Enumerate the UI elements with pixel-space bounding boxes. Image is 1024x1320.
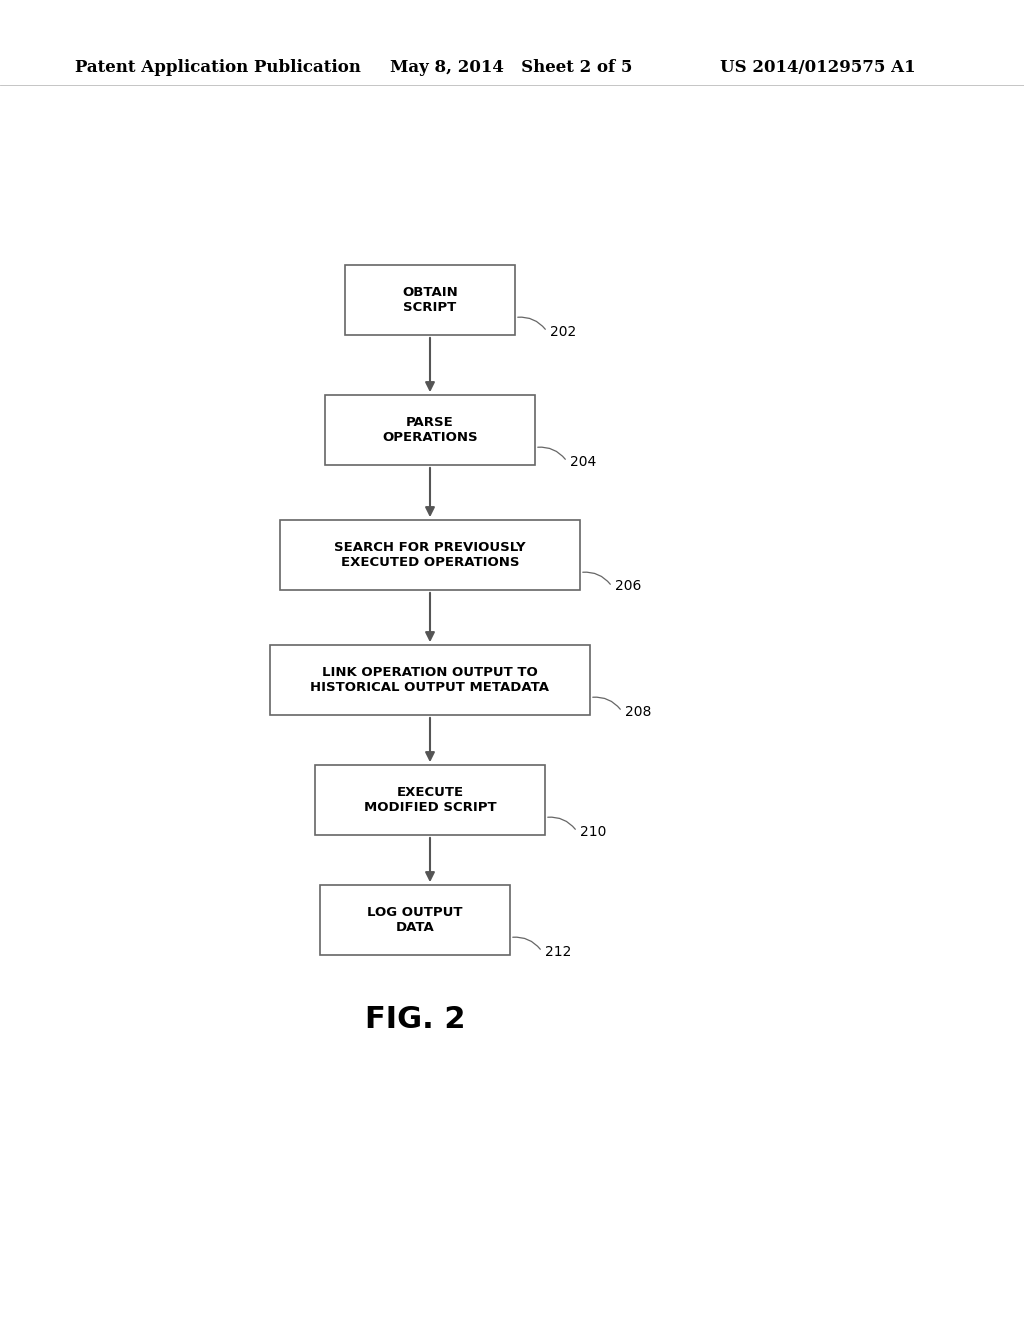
Text: 212: 212 — [545, 945, 571, 958]
Text: LINK OPERATION OUTPUT TO
HISTORICAL OUTPUT METADATA: LINK OPERATION OUTPUT TO HISTORICAL OUTP… — [310, 667, 550, 694]
Text: 204: 204 — [570, 454, 596, 469]
Bar — [319, 884, 510, 954]
Text: 206: 206 — [615, 579, 641, 594]
Bar — [315, 766, 545, 836]
Text: PARSE
OPERATIONS: PARSE OPERATIONS — [382, 416, 478, 444]
Text: Patent Application Publication: Patent Application Publication — [75, 59, 360, 77]
Bar — [280, 520, 580, 590]
Bar — [270, 645, 590, 715]
Text: EXECUTE
MODIFIED SCRIPT: EXECUTE MODIFIED SCRIPT — [364, 785, 497, 814]
Text: 202: 202 — [550, 325, 577, 338]
Text: 208: 208 — [625, 705, 651, 718]
Bar — [325, 395, 535, 465]
Text: FIG. 2: FIG. 2 — [365, 1006, 465, 1035]
Text: SEARCH FOR PREVIOUSLY
EXECUTED OPERATIONS: SEARCH FOR PREVIOUSLY EXECUTED OPERATION… — [334, 541, 525, 569]
Text: May 8, 2014   Sheet 2 of 5: May 8, 2014 Sheet 2 of 5 — [390, 59, 633, 77]
Text: US 2014/0129575 A1: US 2014/0129575 A1 — [720, 59, 915, 77]
Text: LOG OUTPUT
DATA: LOG OUTPUT DATA — [368, 906, 463, 935]
Text: 210: 210 — [580, 825, 606, 838]
Bar — [345, 265, 515, 335]
Text: OBTAIN
SCRIPT: OBTAIN SCRIPT — [402, 286, 458, 314]
